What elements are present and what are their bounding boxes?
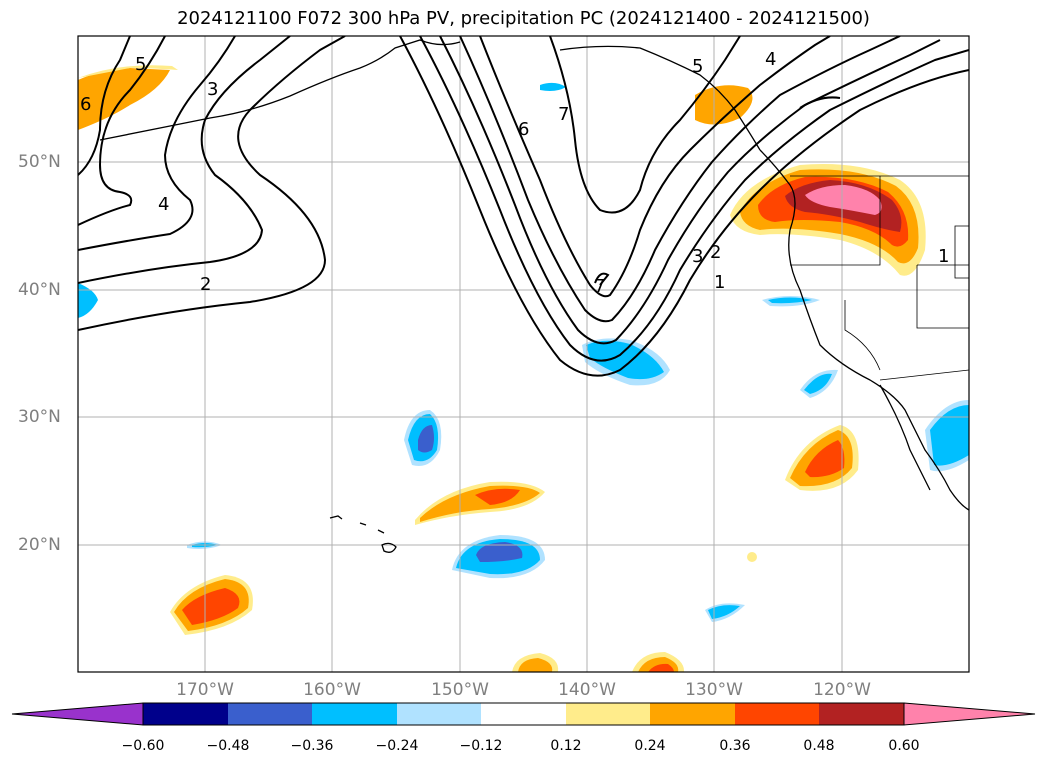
colorbar-segment (735, 703, 819, 725)
contour-label: 7 (594, 276, 605, 297)
lon-label: 160°W (303, 680, 361, 700)
precip-negative (708, 605, 740, 619)
lon-label: 150°W (431, 680, 489, 700)
colorbar-tick: −0.60 (121, 738, 165, 754)
map-frame (77, 35, 970, 673)
colorbar-tick: 0.24 (634, 738, 666, 754)
precip-negative (768, 297, 812, 304)
precip-positive (182, 588, 240, 625)
colorbar-outline (142, 702, 905, 726)
contour-label: 1 (714, 272, 725, 293)
lon-label: 130°W (685, 680, 743, 700)
lon-label: 140°W (558, 680, 616, 700)
hawaii (329, 515, 397, 553)
pv-contour (594, 272, 610, 286)
pv-contour (399, 36, 969, 377)
precip-negative (78, 283, 98, 318)
map-title: 2024121100 F072 300 hPa PV, precipitatio… (177, 8, 870, 29)
pv-contour (799, 96, 841, 109)
contour-label: 6 (518, 119, 529, 140)
contour-label: 7 (558, 104, 569, 125)
pv-contour (78, 36, 346, 331)
colorbar-tick: 0.12 (550, 738, 582, 754)
precip-positive (78, 65, 178, 78)
contour-label: 1 (938, 246, 949, 267)
contour-label: 4 (158, 194, 169, 215)
precip-positive (648, 663, 674, 672)
lon-label: 170°W (176, 680, 234, 700)
colorbar-extend-high (903, 702, 1036, 726)
precip-positive (747, 552, 757, 562)
precip-shading (78, 65, 969, 672)
contour-labels: 5 3 4 2 6 7 7 5 4 3 2 1 1 6 (80, 49, 949, 297)
colorbar-tick: −0.36 (290, 738, 334, 754)
colorbar-tick: 0.60 (888, 738, 920, 754)
colorbar-segment (143, 703, 228, 725)
lat-label: 40°N (18, 280, 61, 300)
contour-label: 3 (692, 246, 703, 267)
colorbar-segment (566, 703, 650, 725)
contour-label: 6 (80, 94, 91, 115)
precip-negative (586, 340, 664, 380)
coastlines (99, 39, 969, 553)
baja-coast (879, 384, 931, 491)
precip-positive (518, 658, 553, 672)
colorbar-extend-low (11, 702, 144, 726)
precip-positive (805, 185, 882, 215)
precip-negative (930, 405, 969, 466)
colorbar-segment (819, 703, 904, 725)
precip-negative (476, 542, 523, 562)
lat-label: 20°N (18, 535, 61, 555)
pv-contour (419, 36, 969, 362)
precip-negative (804, 373, 832, 394)
contour-label: 5 (692, 56, 703, 77)
pv-contour (549, 36, 741, 214)
pv-contour (459, 36, 901, 323)
colorbar (11, 702, 1036, 726)
lat-label: 30°N (18, 407, 61, 427)
colorbar-segment (312, 703, 397, 725)
precip-positive (475, 488, 520, 505)
contour-label: 5 (135, 54, 146, 75)
pv-contour (78, 36, 166, 226)
colorbar-segment (650, 703, 735, 725)
colorbar-tick: 0.36 (719, 738, 751, 754)
precip-positive (805, 440, 845, 478)
lat-label: 50°N (18, 152, 61, 172)
alaska-coast (99, 39, 461, 141)
contour-label: 3 (207, 79, 218, 100)
pv-contour (78, 36, 291, 284)
precip-negative (418, 425, 434, 453)
precip-negative (540, 82, 566, 91)
colorbar-tick: −0.24 (375, 738, 419, 754)
west-coast (759, 149, 969, 511)
contour-label: 2 (200, 274, 211, 295)
lon-label: 120°W (813, 680, 871, 700)
precip-positive (78, 68, 170, 130)
contour-label: 2 (710, 242, 721, 263)
pv-contour (78, 36, 131, 176)
colorbar-tick: −0.48 (206, 738, 250, 754)
pv-contour (78, 36, 236, 251)
gridlines (78, 36, 969, 672)
colorbar-tick: 0.48 (803, 738, 835, 754)
alaska-coast (559, 45, 761, 151)
borders (790, 175, 969, 381)
pv-contour (479, 36, 831, 298)
colorbar-segment (481, 703, 566, 725)
colorbar-segment (397, 703, 481, 725)
colorbar-segment (228, 703, 312, 725)
colorbar-tick: −0.12 (459, 738, 503, 754)
contour-label: 4 (765, 49, 776, 70)
pv-contours (78, 36, 969, 377)
